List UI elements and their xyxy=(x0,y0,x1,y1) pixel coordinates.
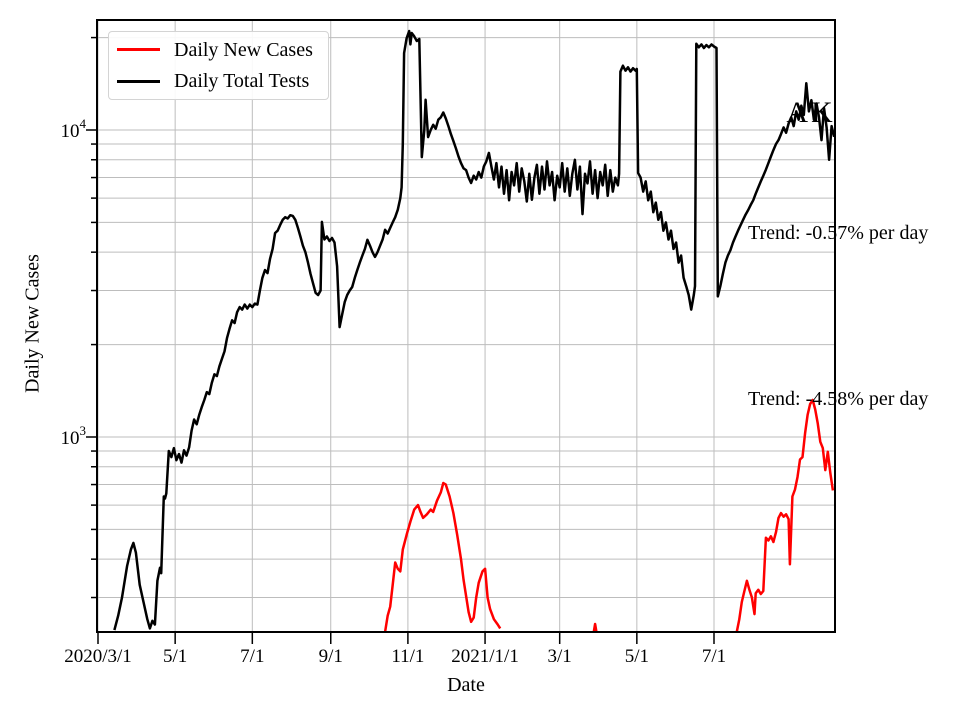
legend-line-sample-black xyxy=(117,79,160,83)
legend: Daily New Cases Daily Total Tests xyxy=(108,31,329,100)
legend-entry-total-tests: Daily Total Tests xyxy=(117,68,318,96)
series-line-segment-0 xyxy=(383,481,502,632)
y-axis-title: Daily New Cases xyxy=(21,254,44,393)
grid-group xyxy=(97,20,835,632)
x-tick-label-3/1: 3/1 xyxy=(548,646,572,667)
series-line-segment-1 xyxy=(592,622,598,632)
legend-label-total-tests: Daily Total Tests xyxy=(174,70,310,93)
legend-line-sample-red xyxy=(117,48,160,52)
x-tick-label-2020/3/1: 2020/3/1 xyxy=(64,646,132,667)
series-daily-new-cases xyxy=(383,398,835,632)
x-tick-label-2021/1/1: 2021/1/1 xyxy=(451,646,519,667)
trend-annotation-new-cases: Trend: -4.58% per day xyxy=(748,388,929,410)
series-daily-total-tests xyxy=(113,29,835,631)
x-tick-label-7/1: 7/1 xyxy=(240,646,264,667)
x-tick-label-5/1: 5/1 xyxy=(163,646,187,667)
y-tick-label-10e4: 104 xyxy=(61,116,87,142)
tick-marks xyxy=(86,36,715,644)
x-tick-label-5/1: 5/1 xyxy=(625,646,649,667)
x-tick-label-11/1: 11/1 xyxy=(391,646,424,667)
series-line-segment-2 xyxy=(735,398,835,632)
legend-label-new-cases: Daily New Cases xyxy=(174,38,313,61)
plot-title-state-code: AK xyxy=(786,96,836,129)
y-tick-label-10e3: 103 xyxy=(61,423,87,449)
trend-annotation-total-tests: Trend: -0.57% per day xyxy=(748,222,929,244)
plot-border xyxy=(96,19,836,633)
series-line-segment-0 xyxy=(113,29,835,631)
x-tick-label-9/1: 9/1 xyxy=(319,646,343,667)
x-tick-label-7/1: 7/1 xyxy=(702,646,726,667)
legend-entry-new-cases: Daily New Cases xyxy=(117,36,318,64)
x-axis-title: Date xyxy=(447,674,485,696)
